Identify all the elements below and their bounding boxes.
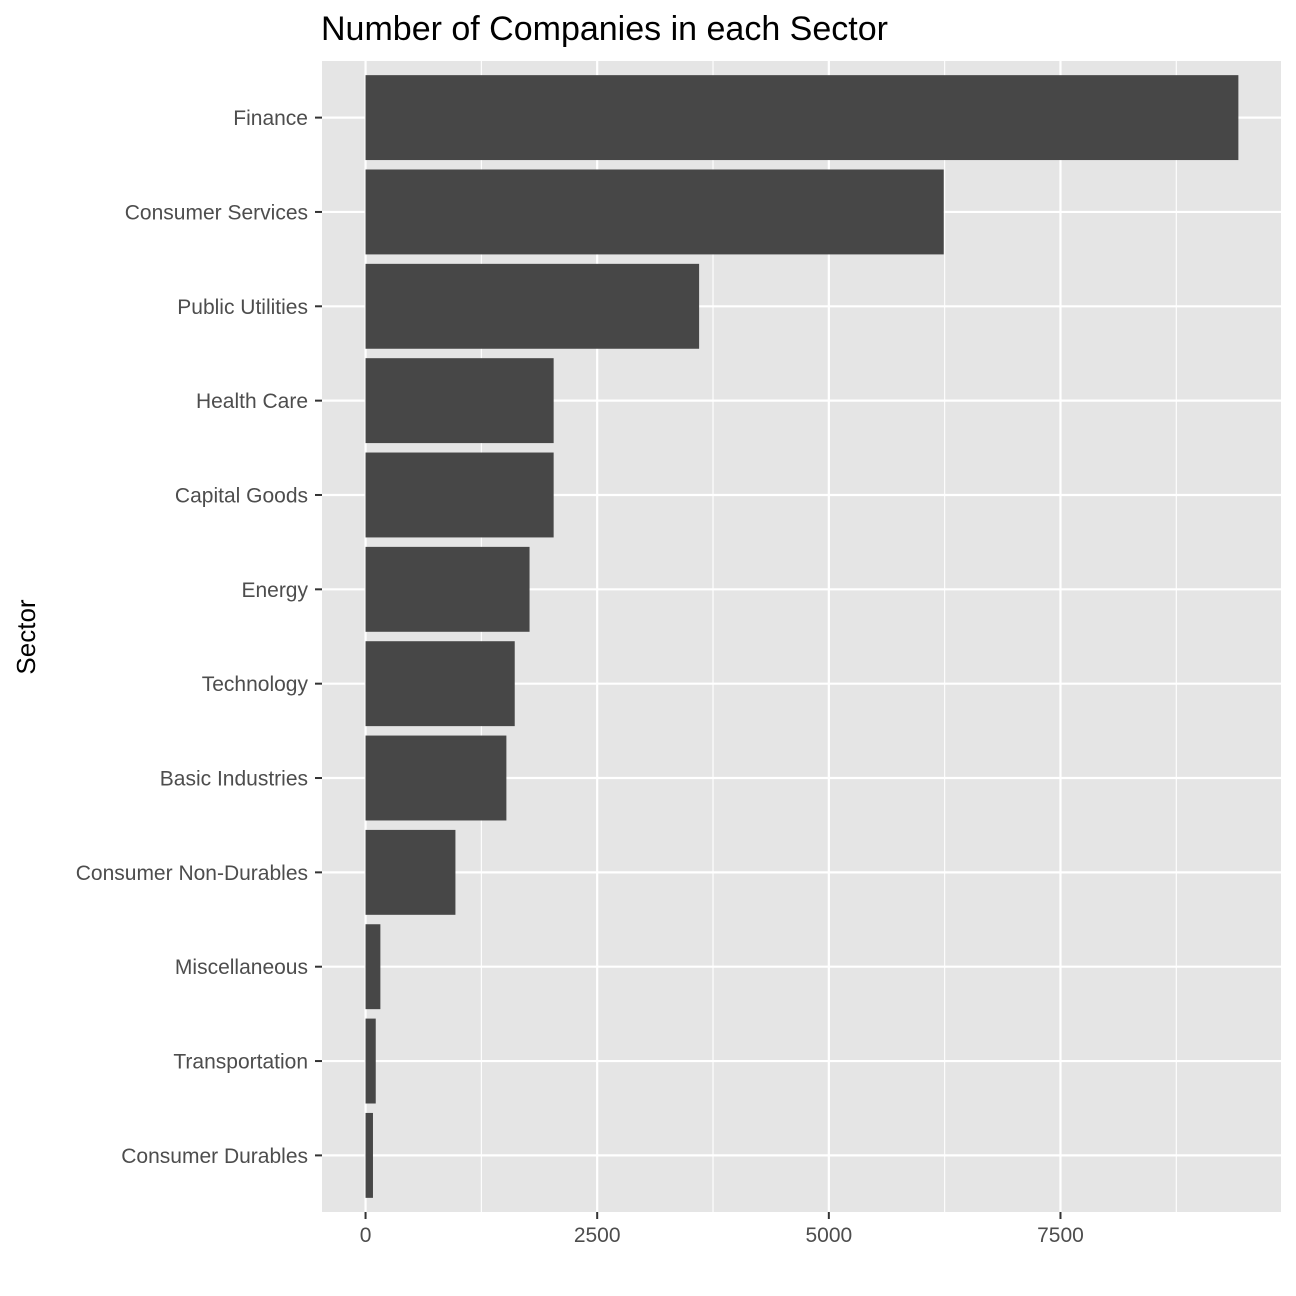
y-tick-label: Technology xyxy=(202,673,309,696)
y-axis: Finance Consumer Services Public Utilities… xyxy=(76,107,322,1168)
y-tick-label: Capital Goods xyxy=(175,484,308,507)
chart-title: Number of Companies in each Sector xyxy=(321,10,888,48)
y-axis-title: Sector xyxy=(11,599,41,674)
bar-health-care xyxy=(365,358,554,444)
x-tick-label: 2500 xyxy=(574,1224,621,1247)
bar-consumer-services xyxy=(365,169,944,255)
y-tick-label: Miscellaneous xyxy=(175,956,308,979)
bar-technology xyxy=(365,641,515,727)
bar-transportation xyxy=(365,1018,376,1104)
y-tick-label: Consumer Non-Durables xyxy=(76,862,308,885)
x-axis: 0 2500 5000 7500 xyxy=(360,1212,1084,1247)
x-tick-label: 5000 xyxy=(805,1224,852,1247)
bar-consumer-durables xyxy=(365,1112,373,1198)
bar-miscellaneous xyxy=(365,924,381,1010)
x-tick-label: 7500 xyxy=(1037,1224,1084,1247)
y-tick-label: Energy xyxy=(241,579,308,602)
bars xyxy=(365,75,1239,1198)
y-tick-label: Finance xyxy=(233,107,308,130)
bar-public-utilities xyxy=(365,263,700,349)
y-tick-label: Consumer Services xyxy=(125,201,308,224)
bar-energy xyxy=(365,546,530,632)
y-tick-label: Health Care xyxy=(196,390,308,413)
y-tick-label: Transportation xyxy=(173,1051,308,1074)
y-tick-label: Basic Industries xyxy=(160,768,308,791)
bar-finance xyxy=(365,75,1239,161)
bar-consumer-non-durables xyxy=(365,829,456,915)
bar-capital-goods xyxy=(365,452,554,538)
x-tick-label: 0 xyxy=(360,1224,372,1247)
y-tick-label: Consumer Durables xyxy=(121,1145,308,1168)
bar-basic-industries xyxy=(365,735,507,821)
y-tick-label: Public Utilities xyxy=(177,296,308,319)
